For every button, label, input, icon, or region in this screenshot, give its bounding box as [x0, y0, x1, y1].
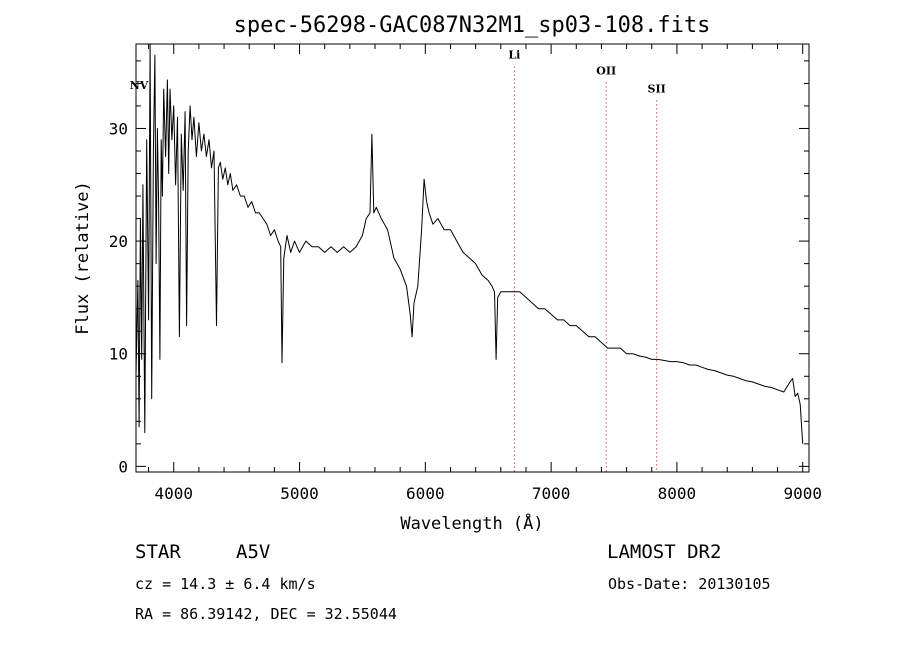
y-tick-label: 20 — [109, 232, 128, 251]
survey-name: LAMOST DR2 — [607, 541, 722, 563]
y-tick-label: 30 — [109, 119, 128, 138]
y-axis-label: Flux (relative) — [73, 181, 93, 335]
spectral-subclass: A5V — [236, 541, 271, 563]
redshift-cz: cz = 14.3 ± 6.4 km/s — [135, 575, 316, 593]
x-tick-label: 6000 — [406, 484, 445, 503]
x-tick-label: 8000 — [658, 484, 697, 503]
x-tick-label: 5000 — [280, 484, 319, 503]
x-axis-label: Wavelength (Å) — [400, 512, 543, 534]
line-marker-label: Li — [508, 49, 520, 62]
plot-frame — [135, 43, 810, 473]
y-tick-label: 0 — [118, 457, 128, 476]
observation-date: Obs-Date: 20130105 — [608, 575, 771, 593]
sky-coordinates: RA = 86.39142, DEC = 32.55044 — [135, 605, 397, 623]
spectrum-series — [135, 43, 804, 444]
y-tick-label: 10 — [109, 345, 128, 364]
x-tick-label: 9000 — [783, 484, 822, 503]
line-marker-label: OII — [596, 64, 616, 77]
spectrum-line — [135, 43, 804, 444]
chart-title: spec-56298-GAC087N32M1_sp03-108.fits — [234, 13, 711, 38]
object-type: STAR — [135, 541, 181, 563]
line-marker-label: NV — [130, 79, 149, 92]
emission-line-markers: NV Li OII SII — [130, 49, 666, 472]
x-tick-label: 7000 — [532, 484, 571, 503]
axis-ticks: 4000 5000 6000 7000 8000 9000 0 10 20 30 — [109, 44, 822, 503]
line-marker-label: SII — [648, 82, 666, 95]
x-tick-label: 4000 — [154, 484, 193, 503]
